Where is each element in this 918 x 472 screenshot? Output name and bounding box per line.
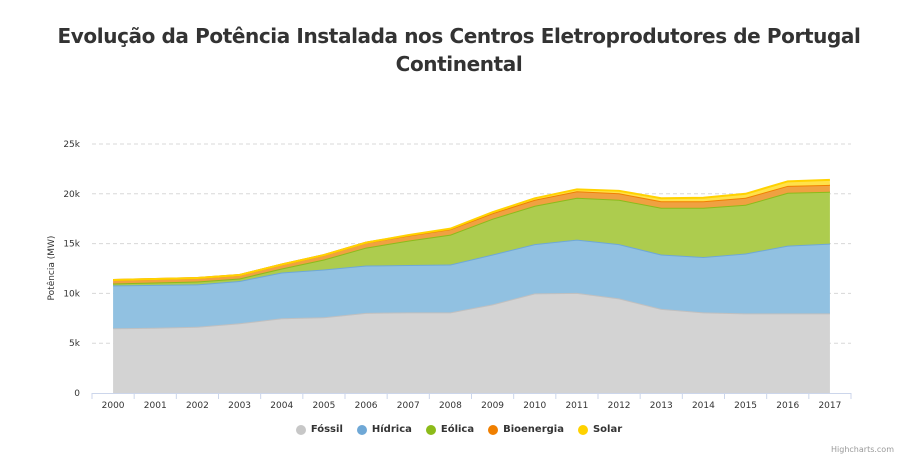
x-tick-label: 2012 bbox=[608, 401, 631, 411]
x-tick-label: 2002 bbox=[186, 401, 209, 411]
legend-marker-icon bbox=[425, 424, 436, 435]
legend-item-fóssil[interactable]: Fóssil bbox=[295, 424, 343, 435]
legend-label: Solar bbox=[592, 424, 623, 435]
y-tick-label: 10k bbox=[63, 289, 80, 299]
y-tick-label: 25k bbox=[63, 140, 80, 150]
x-tick-label: 2004 bbox=[270, 401, 293, 411]
x-tick-label: 2015 bbox=[734, 401, 757, 411]
x-tick-label: 2009 bbox=[481, 401, 504, 411]
y-tick-label: 15k bbox=[63, 240, 80, 250]
x-tick-label: 2014 bbox=[692, 401, 715, 411]
x-tick-label: 2017 bbox=[818, 401, 841, 411]
x-tick-label: 2010 bbox=[523, 401, 546, 411]
area-eólica[interactable] bbox=[113, 191, 830, 286]
area-fóssil[interactable] bbox=[113, 292, 830, 393]
legend-item-bioenergia[interactable]: Bioenergia bbox=[488, 424, 564, 435]
legend-label: Bioenergia bbox=[503, 424, 564, 435]
y-axis-title: Potência (MW) bbox=[46, 236, 57, 301]
x-tick-label: 2001 bbox=[144, 401, 167, 411]
x-tick-label: 2007 bbox=[397, 401, 420, 411]
legend-marker-icon bbox=[356, 424, 367, 435]
series-line-solar bbox=[113, 178, 830, 281]
x-axis: 2000 2001 2002 2003 2004 2005 2006 2007 2008 2009… bbox=[91, 393, 852, 411]
legend-marker-icon bbox=[488, 424, 499, 435]
area-hídrica[interactable] bbox=[113, 239, 830, 329]
chart-title: Evolução da Potência Instalada nos Centr… bbox=[57, 24, 861, 76]
x-tick-label: 2006 bbox=[355, 401, 378, 411]
legend-label: Eólica bbox=[440, 424, 475, 435]
x-tick-label: 2003 bbox=[228, 401, 251, 411]
x-tick-label: 2000 bbox=[102, 401, 125, 411]
x-tick-label: 2008 bbox=[439, 401, 462, 411]
x-tick-label: 2013 bbox=[650, 401, 673, 411]
credits-link[interactable]: Highcharts.com bbox=[831, 445, 894, 454]
x-tick-label: 2011 bbox=[565, 401, 588, 411]
series-areas bbox=[113, 178, 830, 393]
legend-item-hídrica[interactable]: Hídrica bbox=[356, 424, 412, 435]
y-axis: 0 5k 10k 15k 20k 25k bbox=[63, 140, 80, 399]
y-tick-label: 0 bbox=[74, 389, 80, 399]
legend-marker-icon bbox=[577, 424, 588, 435]
x-tick-label: 2005 bbox=[312, 401, 335, 411]
legend-marker-icon bbox=[295, 424, 306, 435]
y-tick-label: 5k bbox=[69, 339, 81, 349]
legend: Fóssil Hídrica Eólica Bioenergia Solar bbox=[0, 424, 918, 435]
legend-label: Hídrica bbox=[371, 424, 412, 435]
x-tick-label: 2016 bbox=[776, 401, 799, 411]
y-tick-label: 20k bbox=[63, 190, 80, 200]
legend-item-solar[interactable]: Solar bbox=[577, 424, 623, 435]
legend-item-eólica[interactable]: Eólica bbox=[425, 424, 475, 435]
legend-label: Fóssil bbox=[310, 424, 343, 435]
